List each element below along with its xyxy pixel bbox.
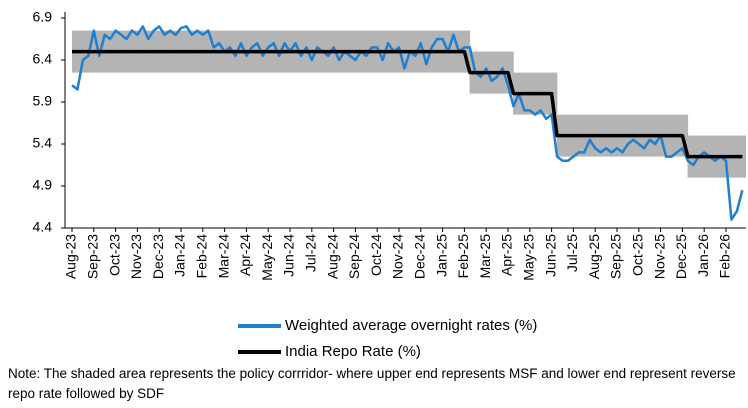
x-tick-label: Oct-25 xyxy=(630,234,646,276)
x-tick-label: Dec-25 xyxy=(673,234,689,279)
x-tick-label: Apr-24 xyxy=(237,234,253,276)
x-tick-label: Oct-24 xyxy=(368,234,384,276)
x-tick-label: Feb-25 xyxy=(455,234,471,279)
x-tick-label: Aug-23 xyxy=(63,234,79,279)
x-tick-label: May-25 xyxy=(521,234,537,281)
chart: 4.4 4.9 5.4 5.9 6.4 6.9 Aug-23 Sep-23 Oct-23 Nov-… xyxy=(33,9,746,360)
x-tick-label: Jan-25 xyxy=(433,234,449,277)
x-tick-label: Jun-25 xyxy=(542,234,558,277)
x-tick-label: Jul-24 xyxy=(303,234,319,272)
x-tick-label: Mar-25 xyxy=(477,234,493,279)
x-tick-label: Jan-24 xyxy=(172,234,188,277)
x-tick-label: Jul-25 xyxy=(564,234,580,272)
x-tick-label: Mar-24 xyxy=(215,234,231,279)
series-line xyxy=(72,49,743,159)
x-tick-label: Apr-25 xyxy=(499,234,515,276)
x-tick-label: Feb-26 xyxy=(717,234,733,279)
x-tick-label: Dec-23 xyxy=(150,234,166,279)
series-line xyxy=(71,25,744,221)
x-tick-label: May-24 xyxy=(259,234,275,281)
legend-label: Weighted average overnight rates (%) xyxy=(285,317,537,334)
y-tick-label: 5.4 xyxy=(33,135,53,151)
corridor-band xyxy=(551,72,558,115)
y-tick-label: 6.4 xyxy=(33,51,53,67)
note: Note: The shaded area represents the pol… xyxy=(8,366,736,401)
x-tick-label: Feb-24 xyxy=(194,234,210,279)
x-tick-label: Dec-24 xyxy=(412,234,428,279)
x-tick-label: Sep-24 xyxy=(346,234,362,279)
corridor-band xyxy=(507,51,514,94)
x-tick-label: Sep-25 xyxy=(608,234,624,279)
x-tick-label: Jun-24 xyxy=(281,234,297,277)
x-tick-label: Sep-23 xyxy=(85,234,101,279)
y-tick-label: 4.9 xyxy=(33,177,53,193)
x-tick-label: Jan-26 xyxy=(695,234,711,277)
y-tick-label: 6.9 xyxy=(33,9,53,25)
x-tick-label: Oct-23 xyxy=(106,234,122,276)
x-tick-label: Nov-23 xyxy=(128,234,144,279)
x-tick-label: Nov-24 xyxy=(390,234,406,279)
x-tick-label: Aug-24 xyxy=(324,234,340,279)
y-tick-label: 4.4 xyxy=(33,219,53,235)
corridor-band xyxy=(742,135,746,178)
corridor-band xyxy=(464,30,471,73)
legend-label: India Repo Rate (%) xyxy=(285,343,421,360)
x-tick-label: Nov-25 xyxy=(651,234,667,279)
corridor-band xyxy=(682,114,689,157)
y-tick-label: 5.9 xyxy=(33,93,53,109)
x-tick-label: Aug-25 xyxy=(586,234,602,279)
